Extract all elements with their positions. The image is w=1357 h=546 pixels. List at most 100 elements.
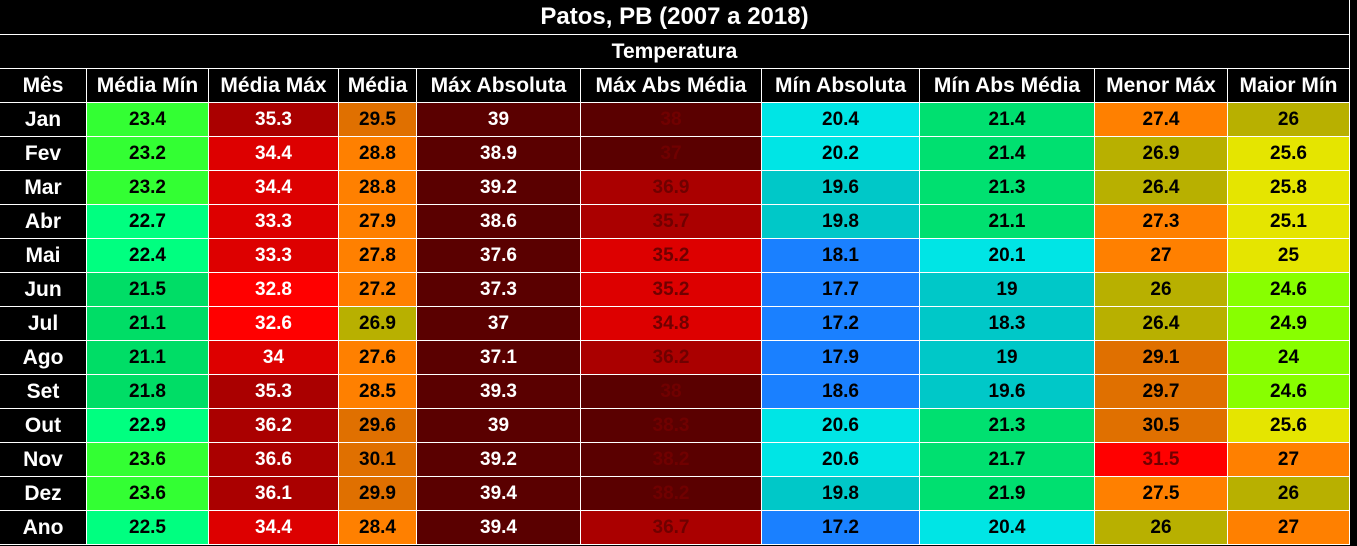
table-cell: 24.6 — [1228, 375, 1350, 409]
table-cell: 21.3 — [920, 409, 1095, 443]
table-cell: 23.2 — [87, 137, 209, 171]
row-label: Dez — [0, 477, 87, 511]
table-cell: 38.9 — [417, 137, 581, 171]
table-cell: 39.3 — [417, 375, 581, 409]
table-cell: 21.4 — [920, 103, 1095, 137]
table-cell: 36.2 — [581, 341, 762, 375]
table-cell: 39.2 — [417, 443, 581, 477]
column-header: Máx Abs Média — [581, 69, 762, 103]
table-cell: 39.4 — [417, 477, 581, 511]
table-cell: 37.3 — [417, 273, 581, 307]
table-cell: 25.8 — [1228, 171, 1350, 205]
table-cell: 34.4 — [209, 171, 339, 205]
table-cell: 24 — [1228, 341, 1350, 375]
table-cell: 24.9 — [1228, 307, 1350, 341]
table-cell: 25 — [1228, 239, 1350, 273]
table-cell: 23.6 — [87, 477, 209, 511]
table-cell: 38.2 — [581, 477, 762, 511]
table-cell: 28.8 — [339, 137, 417, 171]
table-cell: 36.6 — [209, 443, 339, 477]
table-cell: 39 — [417, 103, 581, 137]
table-cell: 21.3 — [920, 171, 1095, 205]
table-cell: 35.3 — [209, 103, 339, 137]
table-cell: 37 — [581, 137, 762, 171]
table-cell: 29.5 — [339, 103, 417, 137]
table-cell: 27.8 — [339, 239, 417, 273]
table-cell: 27.5 — [1095, 477, 1228, 511]
table-cell: 28.8 — [339, 171, 417, 205]
table-cell: 26.4 — [1095, 171, 1228, 205]
table-cell: 29.7 — [1095, 375, 1228, 409]
table-cell: 39.2 — [417, 171, 581, 205]
table-cell: 37.6 — [417, 239, 581, 273]
column-header: Menor Máx — [1095, 69, 1228, 103]
row-label: Fev — [0, 137, 87, 171]
table-cell: 19 — [920, 273, 1095, 307]
table-cell: 39.4 — [417, 511, 581, 545]
column-header: Maior Mín — [1228, 69, 1350, 103]
table-cell: 27.6 — [339, 341, 417, 375]
column-header: Mín Absoluta — [762, 69, 920, 103]
table-cell: 25.1 — [1228, 205, 1350, 239]
table-cell: 17.2 — [762, 511, 920, 545]
table-cell: 35.3 — [209, 375, 339, 409]
table-cell: 35.2 — [581, 239, 762, 273]
table-cell: 21.1 — [87, 307, 209, 341]
table-cell: 27.9 — [339, 205, 417, 239]
row-label: Jan — [0, 103, 87, 137]
table-cell: 22.7 — [87, 205, 209, 239]
table-cell: 34.4 — [209, 511, 339, 545]
row-label: Jun — [0, 273, 87, 307]
table-cell: 38.2 — [581, 443, 762, 477]
table-cell: 27 — [1228, 443, 1350, 477]
table-cell: 23.4 — [87, 103, 209, 137]
table-cell: 20.6 — [762, 409, 920, 443]
table-cell: 37 — [417, 307, 581, 341]
table-cell: 28.4 — [339, 511, 417, 545]
table-cell: 27 — [1228, 511, 1350, 545]
row-label: Abr — [0, 205, 87, 239]
table-cell: 29.1 — [1095, 341, 1228, 375]
table-cell: 32.6 — [209, 307, 339, 341]
table-cell: 18.3 — [920, 307, 1095, 341]
table-cell: 20.2 — [762, 137, 920, 171]
table-cell: 20.6 — [762, 443, 920, 477]
table-cell: 35.7 — [581, 205, 762, 239]
table-cell: 25.6 — [1228, 137, 1350, 171]
table-cell: 32.8 — [209, 273, 339, 307]
row-label: Mar — [0, 171, 87, 205]
table-cell: 26 — [1095, 273, 1228, 307]
table-cell: 38 — [581, 103, 762, 137]
table-title: Patos, PB (2007 a 2018) — [0, 0, 1350, 35]
table-cell: 33.3 — [209, 239, 339, 273]
table-cell: 38 — [581, 375, 762, 409]
table-cell: 33.3 — [209, 205, 339, 239]
table-cell: 26.4 — [1095, 307, 1228, 341]
table-cell: 17.2 — [762, 307, 920, 341]
column-header: Máx Absoluta — [417, 69, 581, 103]
column-header: Mês — [0, 69, 87, 103]
table-cell: 22.4 — [87, 239, 209, 273]
table-cell: 39 — [417, 409, 581, 443]
table-cell: 22.5 — [87, 511, 209, 545]
table-cell: 18.1 — [762, 239, 920, 273]
table-cell: 21.1 — [87, 341, 209, 375]
row-label: Mai — [0, 239, 87, 273]
table-cell: 25.6 — [1228, 409, 1350, 443]
table-cell: 20.1 — [920, 239, 1095, 273]
table-cell: 21.5 — [87, 273, 209, 307]
table-cell: 27.2 — [339, 273, 417, 307]
table-cell: 19.8 — [762, 477, 920, 511]
table-cell: 36.7 — [581, 511, 762, 545]
table-cell: 28.5 — [339, 375, 417, 409]
table-cell: 23.6 — [87, 443, 209, 477]
table-cell: 20.4 — [762, 103, 920, 137]
table-cell: 30.5 — [1095, 409, 1228, 443]
table-cell: 29.6 — [339, 409, 417, 443]
table-cell: 36.9 — [581, 171, 762, 205]
column-header: Média — [339, 69, 417, 103]
table-cell: 18.6 — [762, 375, 920, 409]
table-cell: 35.2 — [581, 273, 762, 307]
table-cell: 38.3 — [581, 409, 762, 443]
